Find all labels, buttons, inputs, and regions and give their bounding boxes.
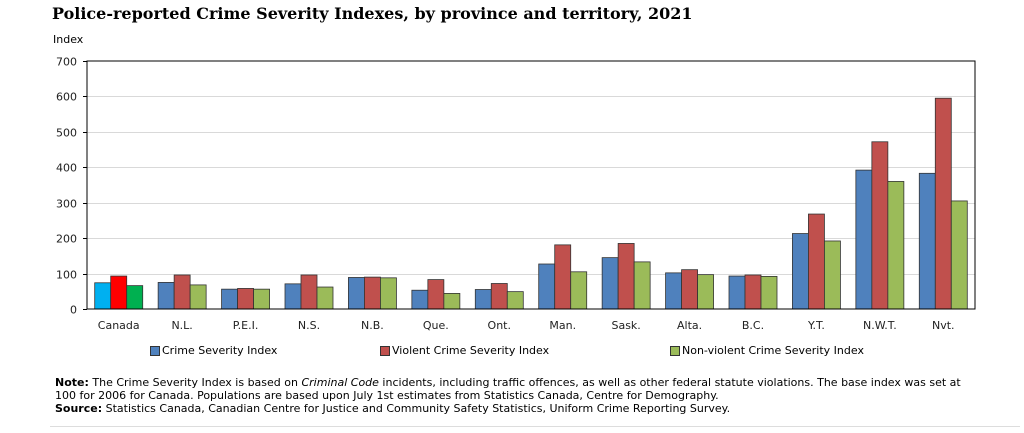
- source-label: Source:: [55, 402, 103, 415]
- x-tick-label: N.S.: [298, 319, 320, 332]
- legend-swatch: [670, 345, 680, 356]
- x-tick-label: N.W.T.: [863, 319, 897, 332]
- bar-que-s2: [427, 279, 445, 310]
- x-tick-label: N.L.: [171, 319, 192, 332]
- bar-yt-s2: [808, 213, 825, 310]
- bar-ns-s3: [316, 286, 334, 310]
- bar-canada-s2: [110, 275, 128, 310]
- bar-nwt-s3: [887, 181, 905, 310]
- legend-item: Crime Severity Index: [150, 344, 277, 357]
- bar-nvt-s3: [950, 200, 968, 310]
- note-text: Note: The Crime Severity Index is based …: [55, 376, 975, 402]
- bar-bc-s2: [744, 274, 762, 310]
- y-tick-label: 400: [56, 162, 77, 175]
- bar-alta-s2: [681, 269, 698, 310]
- source-body: Statistics Canada, Canadian Centre for J…: [102, 402, 731, 415]
- footer-divider: [50, 426, 1020, 427]
- y-tick-label: 500: [56, 127, 77, 140]
- x-tick-label: Canada: [98, 319, 140, 332]
- bar-ont-s1: [474, 289, 492, 310]
- bar-man-s2: [554, 244, 572, 310]
- bar-alta-s1: [665, 272, 682, 310]
- x-tick-label: Alta.: [677, 319, 702, 332]
- x-tick-label: B.C.: [742, 319, 764, 332]
- bar-nb-s2: [364, 276, 381, 310]
- plot-frame: [86, 60, 976, 310]
- bar-que-s3: [443, 293, 461, 310]
- bar-nb-s3: [380, 277, 397, 310]
- bar-nl-s3: [189, 284, 207, 310]
- source-text: Source: Statistics Canada, Canadian Cent…: [55, 402, 975, 415]
- legend: Crime Severity Index Violent Crime Severi…: [150, 344, 950, 362]
- bar-chart: 0 100 200 300 400 500 600 700 Canada N.L. P.E.I. N…: [56, 56, 976, 332]
- y-tick-label: 700: [56, 56, 77, 69]
- bar-pei-s2: [237, 288, 254, 310]
- bar-nl-s1: [157, 282, 175, 310]
- legend-label: Violent Crime Severity Index: [392, 344, 550, 357]
- note-label: Note:: [55, 376, 89, 389]
- x-tick-label: Y.T.: [807, 319, 825, 332]
- bar-que-s1: [411, 289, 429, 310]
- bar-nwt-s1: [855, 169, 873, 310]
- x-tick-label: Sask.: [611, 319, 640, 332]
- bar-pei-s3: [253, 288, 270, 310]
- y-tick-label: 0: [70, 304, 77, 317]
- note-text-before: The Crime Severity Index is based on: [88, 376, 302, 389]
- y-tick-label: 100: [56, 269, 77, 282]
- x-tick-label: Ont.: [488, 319, 511, 332]
- bar-nl-s2: [173, 274, 191, 310]
- note-text-after: incidents, including traffic offences, a…: [55, 376, 961, 402]
- bars: [94, 97, 968, 310]
- x-axis-ticks: Canada N.L. P.E.I. N.S. N.B. Que. Ont. Man. Sask…: [98, 319, 955, 332]
- bar-bc-s3: [760, 276, 778, 310]
- bar-sask-s2: [617, 243, 635, 310]
- legend-swatch: [150, 345, 160, 356]
- x-tick-label: Que.: [423, 319, 449, 332]
- bar-ns-s2: [300, 274, 318, 310]
- x-tick-label: Nvt.: [932, 319, 955, 332]
- bar-man-s1: [538, 263, 556, 310]
- bar-nwt-s2: [871, 141, 889, 310]
- bar-nvt-s1: [918, 172, 936, 310]
- bar-man-s3: [570, 271, 588, 310]
- bar-nvt-s2: [934, 97, 952, 310]
- bar-pei-s1: [221, 288, 238, 310]
- bar-canada-s3: [126, 285, 144, 310]
- note-text-italic: Criminal Code: [301, 376, 379, 389]
- bar-bc-s1: [728, 275, 746, 310]
- bar-yt-s1: [792, 233, 809, 310]
- x-tick-label: N.B.: [361, 319, 384, 332]
- legend-swatch: [380, 345, 390, 356]
- y-tick-label: 300: [56, 198, 77, 211]
- legend-item: Non-violent Crime Severity Index: [670, 344, 864, 357]
- legend-item: Violent Crime Severity Index: [380, 344, 549, 357]
- bar-yt-s3: [824, 240, 841, 310]
- y-tick-label: 200: [56, 233, 77, 246]
- bar-sask-s1: [601, 257, 619, 310]
- y-axis-label: Index: [53, 33, 84, 46]
- x-tick-label: P.E.I.: [233, 319, 259, 332]
- legend-label: Crime Severity Index: [162, 344, 278, 357]
- x-tick-label: Man.: [549, 319, 576, 332]
- bar-ont-s3: [506, 291, 524, 310]
- page-title: Police-reported Crime Severity Indexes, …: [52, 4, 693, 23]
- notes: Note: The Crime Severity Index is based …: [55, 376, 975, 415]
- legend-label: Non-violent Crime Severity Index: [682, 344, 864, 357]
- gridlines: [87, 96, 975, 275]
- bar-nb-s1: [348, 277, 365, 310]
- bar-ont-s2: [490, 283, 508, 310]
- bar-ns-s1: [284, 283, 302, 310]
- bar-alta-s3: [697, 274, 714, 310]
- y-tick-label: 600: [56, 91, 77, 104]
- bar-canada-s1: [94, 282, 112, 310]
- bar-sask-s3: [633, 261, 651, 310]
- y-axis-ticks: 0 100 200 300 400 500 600 700: [56, 56, 87, 317]
